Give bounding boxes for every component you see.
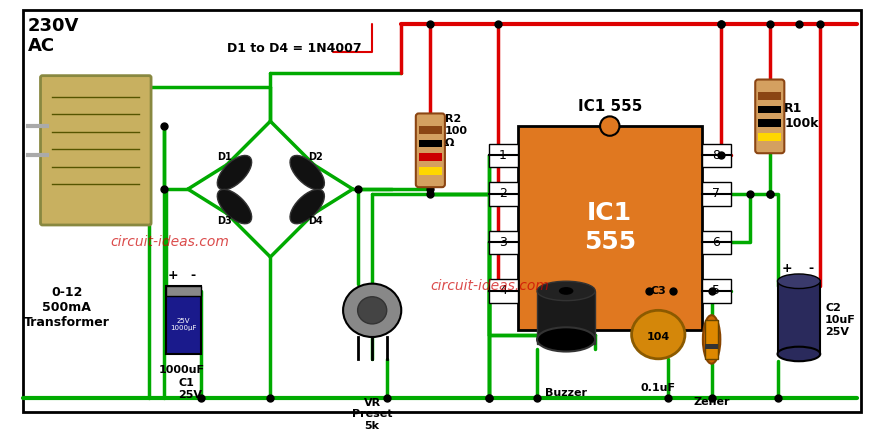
FancyBboxPatch shape (755, 79, 784, 153)
Circle shape (600, 116, 620, 136)
Text: 25V: 25V (179, 390, 202, 400)
Bar (702, 182, 731, 206)
FancyBboxPatch shape (415, 113, 445, 187)
Text: VR
Preset
5k: VR Preset 5k (352, 398, 392, 431)
Text: 0-12
500mA
Transformer: 0-12 500mA Transformer (24, 286, 110, 329)
Text: circuit-ideas.com: circuit-ideas.com (110, 235, 229, 249)
Ellipse shape (358, 297, 386, 324)
Ellipse shape (343, 284, 401, 337)
Text: C1: C1 (179, 378, 194, 388)
Text: 1000uF: 1000uF (159, 365, 205, 375)
Text: 25V
1000µF: 25V 1000µF (170, 318, 196, 331)
Ellipse shape (290, 189, 324, 224)
Text: C3: C3 (651, 286, 667, 296)
Text: IC1: IC1 (587, 201, 632, 225)
Bar (537, 291, 595, 344)
Ellipse shape (217, 189, 252, 224)
Bar (419, 167, 442, 174)
Text: circuit-ideas.com: circuit-ideas.com (431, 279, 549, 293)
Text: D1 to D4 = 1N4007: D1 to D4 = 1N4007 (226, 42, 362, 55)
Text: 8: 8 (713, 149, 720, 162)
Text: 2: 2 (499, 187, 507, 201)
Ellipse shape (631, 310, 685, 359)
Text: D3: D3 (217, 216, 232, 226)
Text: +: + (168, 269, 179, 282)
Text: 0.1uF: 0.1uF (641, 383, 675, 393)
Text: Zener: Zener (693, 398, 730, 408)
Text: -: - (808, 262, 813, 275)
Bar (758, 119, 781, 127)
Bar (758, 133, 781, 141)
Bar (165, 286, 201, 354)
Text: 3: 3 (499, 236, 507, 249)
Text: 104: 104 (646, 331, 670, 341)
Text: 6: 6 (713, 236, 720, 249)
Bar (489, 182, 518, 206)
Bar (758, 106, 781, 113)
Text: +: + (782, 262, 793, 275)
Text: 555: 555 (583, 231, 636, 255)
Text: 5: 5 (713, 284, 720, 297)
Bar (705, 344, 719, 349)
Bar (778, 281, 820, 354)
Ellipse shape (537, 281, 595, 301)
Text: 7: 7 (713, 187, 720, 201)
Ellipse shape (290, 156, 324, 190)
Text: 230V: 230V (28, 17, 80, 35)
Ellipse shape (778, 347, 820, 361)
Bar (419, 126, 442, 134)
Text: D1: D1 (217, 152, 232, 162)
Ellipse shape (778, 274, 820, 289)
Text: D2: D2 (309, 152, 324, 162)
Text: R2
100
Ω: R2 100 Ω (445, 114, 468, 147)
Text: C2
10uF
25V: C2 10uF 25V (825, 303, 856, 337)
Text: 4: 4 (499, 284, 507, 297)
Ellipse shape (559, 287, 574, 295)
Bar (489, 279, 518, 303)
Ellipse shape (703, 315, 720, 364)
Bar (758, 92, 781, 100)
Bar (419, 140, 442, 147)
Text: IC1 555: IC1 555 (577, 99, 642, 114)
Bar (419, 153, 442, 161)
Text: AC: AC (28, 37, 55, 55)
FancyBboxPatch shape (518, 126, 702, 330)
Bar (165, 286, 201, 296)
Text: -: - (190, 269, 195, 282)
Text: D4: D4 (309, 216, 324, 226)
Bar (702, 143, 731, 167)
Bar (705, 320, 719, 359)
Bar (702, 279, 731, 303)
FancyBboxPatch shape (41, 75, 151, 225)
Text: Buzzer: Buzzer (545, 388, 587, 398)
Text: 1: 1 (499, 149, 507, 162)
Ellipse shape (217, 156, 252, 190)
Bar (702, 231, 731, 254)
Ellipse shape (537, 327, 595, 351)
Bar (489, 143, 518, 167)
Text: R1
100k: R1 100k (784, 102, 819, 130)
Bar (489, 231, 518, 254)
